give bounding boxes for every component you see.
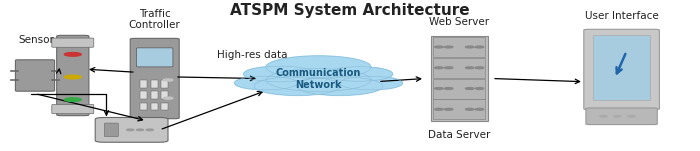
Circle shape: [326, 67, 393, 81]
FancyBboxPatch shape: [15, 60, 55, 91]
Circle shape: [435, 88, 443, 89]
Circle shape: [266, 56, 371, 79]
Circle shape: [64, 98, 81, 101]
Bar: [161, 91, 168, 99]
Text: Traffic
Controller: Traffic Controller: [129, 9, 181, 30]
Circle shape: [466, 88, 474, 89]
Circle shape: [234, 76, 298, 90]
Bar: [150, 103, 158, 110]
Bar: [140, 91, 147, 99]
Circle shape: [444, 108, 453, 110]
Bar: [161, 80, 168, 88]
Circle shape: [146, 129, 153, 131]
FancyBboxPatch shape: [433, 79, 485, 98]
Circle shape: [628, 116, 635, 117]
Circle shape: [475, 88, 484, 89]
Bar: [140, 80, 147, 88]
Circle shape: [244, 66, 316, 82]
Circle shape: [64, 75, 81, 79]
Text: Communication
Network: Communication Network: [276, 68, 361, 90]
Text: Sensor: Sensor: [18, 35, 54, 45]
Circle shape: [466, 46, 474, 48]
Circle shape: [444, 67, 453, 69]
Circle shape: [435, 46, 443, 48]
FancyBboxPatch shape: [586, 108, 657, 125]
Circle shape: [340, 76, 402, 90]
Circle shape: [435, 67, 443, 69]
FancyBboxPatch shape: [95, 117, 168, 142]
FancyBboxPatch shape: [433, 58, 485, 78]
Bar: [150, 91, 158, 99]
FancyBboxPatch shape: [433, 99, 485, 119]
Text: Data Server: Data Server: [428, 130, 491, 140]
FancyBboxPatch shape: [130, 38, 179, 119]
Circle shape: [475, 67, 484, 69]
FancyBboxPatch shape: [593, 35, 650, 100]
Bar: [150, 80, 158, 88]
Circle shape: [475, 46, 484, 48]
Circle shape: [614, 116, 621, 117]
Circle shape: [435, 108, 443, 110]
Circle shape: [444, 46, 453, 48]
Circle shape: [296, 77, 383, 95]
FancyBboxPatch shape: [433, 37, 485, 57]
Circle shape: [127, 129, 134, 131]
Circle shape: [163, 79, 173, 81]
Bar: [161, 103, 168, 110]
FancyBboxPatch shape: [57, 35, 89, 116]
Text: ATSPM System Architecture: ATSPM System Architecture: [230, 3, 470, 18]
Circle shape: [466, 67, 474, 69]
Circle shape: [254, 77, 341, 95]
FancyBboxPatch shape: [104, 123, 118, 137]
Bar: [140, 103, 147, 110]
Circle shape: [444, 88, 453, 89]
Circle shape: [136, 129, 144, 131]
Circle shape: [266, 69, 371, 91]
Text: High-res data: High-res data: [217, 50, 287, 60]
FancyBboxPatch shape: [52, 104, 94, 114]
Circle shape: [163, 97, 173, 99]
Text: User Interface: User Interface: [584, 11, 659, 21]
Circle shape: [600, 116, 607, 117]
Circle shape: [475, 108, 484, 110]
FancyBboxPatch shape: [52, 38, 94, 47]
Text: Web Server: Web Server: [429, 17, 489, 27]
FancyBboxPatch shape: [136, 48, 173, 67]
Circle shape: [466, 108, 474, 110]
FancyBboxPatch shape: [584, 29, 659, 110]
FancyBboxPatch shape: [430, 36, 488, 121]
Circle shape: [64, 53, 81, 56]
